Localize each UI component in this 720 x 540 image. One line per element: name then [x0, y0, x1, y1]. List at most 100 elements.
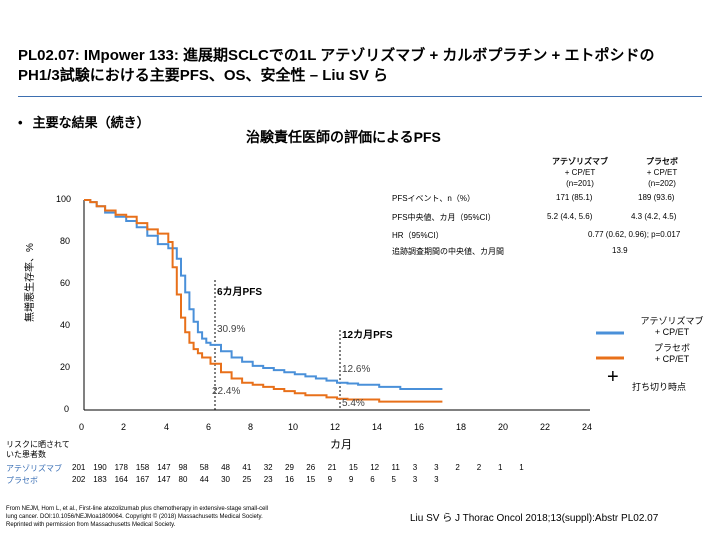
risk-count: 1: [498, 463, 503, 472]
table-cell: 5.2 (4.4, 5.6): [547, 212, 593, 221]
risk-count: 3: [434, 475, 439, 484]
x-tick-label: 24: [582, 422, 593, 432]
legend-atezo: アテゾリズマブ + CP/ET: [630, 316, 714, 338]
col-atezo-sub1: + CP/ET: [564, 168, 596, 177]
risk-count: 26: [306, 463, 316, 472]
risk-count: 147: [157, 475, 171, 484]
risk-label-line1: リスクに晒されて: [6, 440, 70, 449]
risk-count: 9: [348, 475, 354, 484]
risk-count: 58: [199, 463, 209, 472]
risk-count: 201: [72, 463, 86, 472]
risk-count: 3: [412, 463, 418, 472]
table-col-atezo: アテゾリズマブ + CP/ET (n=201): [540, 156, 620, 189]
title-line-1: PL02.07: IMpower 133: 進展期SCLCでの1L アテゾリズマ…: [18, 47, 655, 64]
risk-count: 6: [370, 475, 375, 484]
twelve-month-placebo-pct: 5.4%: [342, 398, 365, 409]
risk-count: 9: [327, 475, 333, 484]
title-divider: [18, 96, 702, 97]
risk-count: 5: [391, 475, 396, 484]
y-tick-label: 40: [60, 320, 71, 330]
chart-subheading: 治験責任医師の評価によるPFS: [246, 129, 441, 145]
risk-count: 178: [114, 463, 128, 472]
risk-count: 147: [157, 463, 171, 472]
risk-count: 202: [72, 475, 86, 484]
table-row-label: PFSイベント、n（%）: [392, 194, 475, 203]
table-cell: 189 (93.6): [638, 193, 675, 202]
risk-count: 16: [285, 475, 294, 484]
risk-count: 15: [306, 475, 316, 484]
table-cell: 171 (85.1): [556, 193, 593, 202]
x-tick-label: 18: [456, 422, 467, 432]
title-line-2: PH1/3試験における主要PFS、OS、安全性 – Liu SV ら: [18, 67, 389, 84]
x-axis-label: カ月: [330, 439, 352, 451]
risk-count: 190: [93, 463, 107, 472]
risk-count: 2: [455, 463, 460, 472]
footnote-line2: lung cancer. DOI:10.1056/NEJMoa1809064. …: [6, 514, 263, 520]
y-tick-label: 20: [60, 362, 71, 372]
risk-count: 11: [391, 463, 400, 472]
footnote-line1: From NEJM, Horn L, et al., First-line at…: [6, 506, 269, 512]
risk-count: 158: [135, 463, 150, 472]
x-tick-label: 16: [414, 422, 425, 432]
x-tick-label: 14: [372, 422, 383, 432]
risk-row-placebo-label: プラセボ: [6, 476, 38, 485]
legend-placebo-name: プラセボ: [653, 343, 690, 353]
series-placebo-line: [84, 199, 443, 403]
six-month-label: 6カ月PFS: [217, 287, 263, 298]
x-tick-label: 12: [330, 422, 341, 432]
bullet-text: 主要な結果（続き）: [32, 115, 150, 130]
footnote-line3: Reprinted with permission from Massachus…: [6, 522, 176, 528]
risk-count: 41: [242, 463, 252, 472]
col-atezo-head: アテゾリズマブ: [552, 157, 608, 166]
risk-count: 23: [263, 475, 273, 484]
risk-row-placebo: 202 183 164 167 147 80 44 30 25 23 16 15 9 9 6 5 3 3: [0, 475, 720, 487]
risk-count: 183: [93, 475, 107, 484]
risk-count: 32: [263, 463, 273, 472]
risk-count: 167: [135, 475, 150, 484]
col-placebo-sub2: (n=202): [648, 179, 676, 188]
risk-table-header: リスクに晒されて いた患者数: [6, 440, 70, 460]
risk-count: 15: [348, 463, 358, 472]
bullet-point: • 主要な結果（続き）: [18, 112, 150, 131]
risk-count: 3: [434, 463, 439, 472]
y-tick-label: 100: [56, 194, 72, 204]
risk-count: 164: [114, 475, 128, 484]
twelve-month-atezo-pct: 12.6%: [342, 364, 371, 375]
legend-placebo: プラセボ + CP/ET: [630, 343, 714, 365]
footnote: From NEJM, Horn L, et al., First-line at…: [6, 505, 366, 529]
slide-title: PL02.07: IMpower 133: 進展期SCLCでの1L アテゾリズマ…: [18, 46, 708, 86]
col-placebo-sub1: + CP/ET: [646, 168, 678, 177]
y-tick-label: 60: [60, 278, 71, 288]
six-month-placebo-pct: 22.4%: [212, 386, 241, 397]
legend-placebo-arm: + CP/ET: [654, 354, 690, 364]
risk-count: 48: [221, 463, 230, 472]
x-tick-label: 0: [79, 422, 85, 432]
six-month-atezo-pct: 30.9%: [217, 324, 246, 335]
citation: Liu SV ら J Thorac Oncol 2018;13(suppl):A…: [410, 513, 659, 524]
risk-count: 25: [242, 475, 252, 484]
risk-count: 21: [327, 463, 337, 472]
risk-count: 3: [412, 475, 418, 484]
table-row-label: 追跡調査期間の中央値、カ月間: [392, 247, 504, 256]
legend-atezo-name: アテゾリズマブ: [640, 316, 704, 326]
x-tick-label: 8: [248, 422, 254, 432]
legend-atezo-arm: + CP/ET: [654, 327, 690, 337]
legend-censor-label: 打ち切り時点: [632, 382, 687, 392]
risk-count: 2: [476, 463, 482, 472]
bullet-dot-icon: •: [18, 115, 23, 130]
risk-count: 29: [285, 463, 294, 472]
x-tick-label: 6: [206, 422, 212, 432]
risk-count: 80: [178, 475, 188, 484]
censor-plus-icon: +: [607, 366, 619, 388]
risk-count: 98: [178, 463, 188, 472]
x-tick-label: 20: [498, 422, 509, 432]
x-tick-label: 22: [540, 422, 551, 432]
risk-row-atezo: 201 190 178 158 147 98 58 48 41 32 29 26 21 15 12 11 3 3 2…: [0, 463, 720, 475]
risk-count: 1: [519, 463, 524, 472]
x-tick-label: 4: [164, 422, 170, 432]
y-tick-label: 80: [60, 236, 71, 246]
col-atezo-sub2: (n=201): [566, 179, 594, 188]
x-tick-label: 2: [121, 422, 127, 432]
table-cell: 4.3 (4.2, 4.5): [631, 212, 677, 221]
